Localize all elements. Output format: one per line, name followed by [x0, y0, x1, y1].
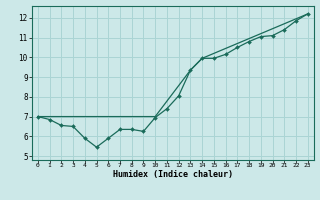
X-axis label: Humidex (Indice chaleur): Humidex (Indice chaleur) [113, 170, 233, 179]
